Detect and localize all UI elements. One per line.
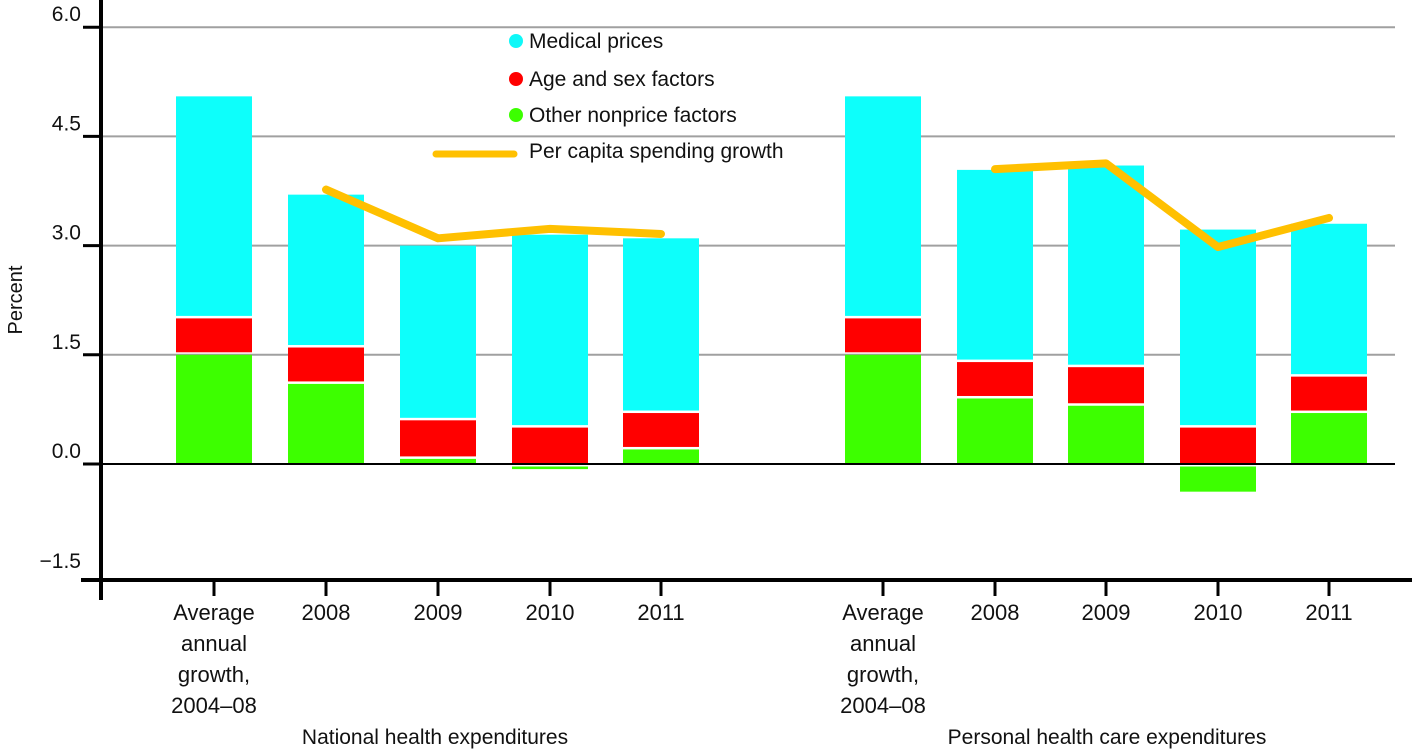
y-tick-label: 1.5 [52, 331, 81, 354]
x-category-label: 2008 [302, 600, 351, 625]
y-tick-label: 4.5 [52, 112, 81, 135]
bar-segment-medical-prices [512, 234, 588, 426]
bar-segment-medical-prices [845, 96, 921, 316]
bar-segment-other-nonprice-factors [1291, 413, 1367, 464]
x-category-label: 2011 [1305, 600, 1352, 625]
y-tick-label: −1.5 [40, 550, 81, 573]
bar-segment-age-and-sex-factors [288, 347, 364, 382]
x-category-label: 2004–08 [840, 693, 926, 718]
bar-segment-medical-prices [623, 238, 699, 411]
x-category-label: Average [842, 600, 924, 625]
axes [81, 0, 1412, 600]
x-category-label: 2010 [526, 600, 575, 625]
per-capita-spending-line [322, 185, 665, 243]
y-tick-label: 0.0 [52, 440, 81, 463]
x-category-label: growth, [178, 662, 250, 687]
x-category-label: 2009 [414, 600, 463, 625]
x-category-label: annual [850, 631, 916, 656]
bar-segment-other-nonprice-factors [176, 354, 252, 464]
bar-segment-medical-prices [957, 169, 1033, 360]
x-category-label: annual [181, 631, 247, 656]
group-label: National health expenditures [302, 726, 568, 749]
legend: Medical prices Age and sex factors Other n… [432, 30, 784, 163]
bar-segment-medical-prices [1180, 229, 1256, 426]
legend-marker-medical-prices [509, 34, 523, 48]
bar-segment-age-and-sex-factors [176, 318, 252, 353]
bar-segment-other-nonprice-factors [623, 449, 699, 464]
x-category-label: 2008 [971, 600, 1020, 625]
legend-label: Other nonprice factors [529, 104, 737, 127]
bar-segment-age-and-sex-factors [1180, 427, 1256, 464]
y-tick-label: 6.0 [52, 3, 81, 26]
legend-label: Age and sex factors [529, 68, 715, 91]
bar-segment-other-nonprice-factors [1180, 466, 1256, 492]
legend-marker-age-and-sex-factors [509, 72, 523, 86]
legend-label: Medical prices [529, 30, 663, 53]
bar-segment-age-and-sex-factors [957, 362, 1033, 396]
group-label: Personal health care expenditures [948, 726, 1267, 749]
bars [176, 96, 1367, 492]
bar-segment-medical-prices [288, 194, 364, 346]
x-category-label: Average [173, 600, 255, 625]
trend-lines [322, 159, 1333, 252]
legend-marker-other-nonprice-factors [509, 108, 523, 122]
bar-segment-medical-prices [400, 245, 476, 418]
bar-segment-other-nonprice-factors [288, 383, 364, 464]
bar-segment-age-and-sex-factors [400, 420, 476, 457]
x-category-label: 2010 [1194, 600, 1243, 625]
y-tick-labels: 6.0 4.5 3.0 1.5 0.0 −1.5 [40, 3, 81, 573]
bar-segment-other-nonprice-factors [1068, 405, 1144, 464]
x-category-label: 2004–08 [171, 693, 257, 718]
y-tick-label: 3.0 [52, 222, 81, 245]
per-capita-spending-line [991, 159, 1333, 252]
bar-segment-other-nonprice-factors [400, 458, 476, 464]
bar-segment-age-and-sex-factors [623, 413, 699, 447]
x-category-label: 2011 [637, 600, 684, 625]
bar-segment-medical-prices [1068, 165, 1144, 365]
bar-segment-age-and-sex-factors [1291, 376, 1367, 411]
bar-segment-other-nonprice-factors [957, 398, 1033, 464]
bar-segment-other-nonprice-factors [845, 354, 921, 464]
x-category-label: 2009 [1082, 600, 1131, 625]
bar-segment-medical-prices [176, 96, 252, 316]
bar-segment-age-and-sex-factors [512, 427, 588, 464]
y-axis-label: Percent [5, 265, 27, 334]
bar-segment-medical-prices [1291, 223, 1367, 375]
bar-segment-other-nonprice-factors [512, 466, 588, 470]
bar-segment-age-and-sex-factors [1068, 367, 1144, 404]
x-category-label: growth, [847, 662, 919, 687]
bar-segment-age-and-sex-factors [845, 318, 921, 353]
legend-label: Per capita spending growth [529, 140, 784, 163]
x-category-labels: Average annual growth, 2004–08 2008 2009 2010 2… [171, 600, 1352, 749]
